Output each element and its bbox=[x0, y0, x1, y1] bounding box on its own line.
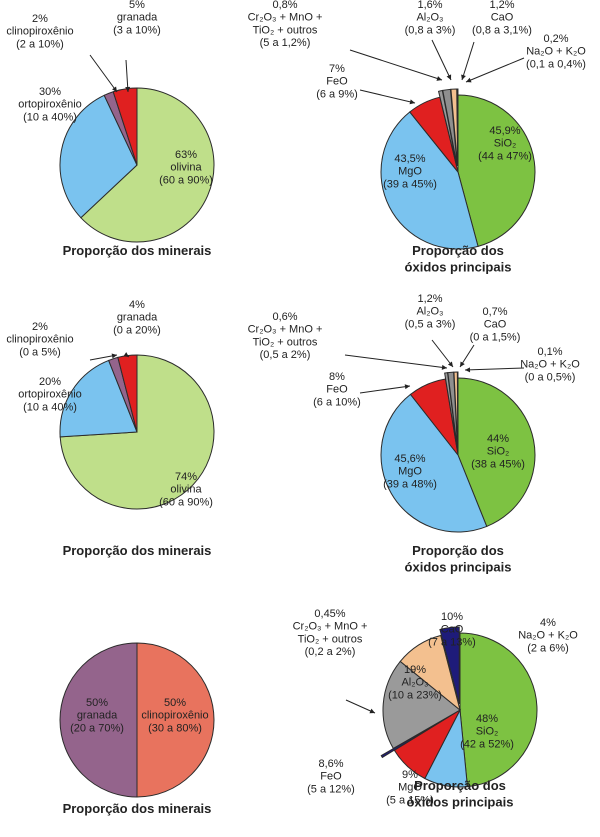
leader-arrowhead bbox=[111, 353, 117, 359]
pie-chart-6: 48% SiO₂ (42 a 52%) 9% MgO (5 a 15%) 8,6% FeO (5… bbox=[293, 608, 579, 809]
leader-arrowhead bbox=[466, 77, 472, 83]
slice-label: 44% SiO₂ (38 a 45%) bbox=[471, 433, 525, 470]
leader-arrowhead bbox=[409, 99, 415, 105]
leader-line bbox=[431, 39, 452, 81]
pie-slice bbox=[457, 377, 536, 528]
leader-line bbox=[345, 699, 376, 714]
pie-slice bbox=[112, 87, 138, 166]
leader-arrowhead bbox=[112, 86, 117, 92]
pie-slice bbox=[380, 716, 449, 759]
pie-chart-5: 50% granada (20 a 70%) 50% clinopiroxênio (30… bbox=[59, 642, 215, 816]
slice-label: 63% olivina (60 a 90%) bbox=[159, 149, 213, 186]
chart-title: Proporção dos minerais bbox=[63, 543, 212, 558]
leader-arrowhead bbox=[125, 86, 131, 92]
pie-slice bbox=[459, 632, 538, 788]
leader-arrowhead bbox=[369, 708, 375, 714]
pie-slice bbox=[439, 626, 460, 705]
slice-label: 48% SiO₂ (42 a 52%) bbox=[460, 713, 514, 750]
slice-label: 30% ortopiroxênio (10 a 40%) bbox=[18, 86, 82, 123]
slice-label: 1,2% CaO (0,8 a 3,1%) bbox=[472, 0, 532, 36]
slice-label: 4% granada (0 a 20%) bbox=[113, 299, 161, 336]
pie-slice bbox=[59, 94, 138, 219]
leader-line bbox=[431, 339, 454, 368]
slice-label: 43,5% MgO (39 a 45%) bbox=[383, 153, 437, 190]
slice-label: 0,7% CaO (0 a 1,5%) bbox=[470, 306, 521, 343]
leader-line bbox=[125, 59, 129, 93]
slice-label: 0,8% Cr₂O₃ + MnO + TiO₂ + outros (5 a 1,2%) bbox=[248, 0, 323, 49]
slice-label: 10% CaO (7 a 13%) bbox=[428, 611, 476, 648]
slice-label: 19% Al₂O₃ (10 a 23%) bbox=[388, 664, 442, 701]
leader-arrowhead bbox=[446, 74, 452, 80]
leader-arrowhead bbox=[436, 76, 442, 81]
pie-slice bbox=[399, 634, 461, 712]
slice-label: 1,6% Al₂O₃ (0,8 a 3%) bbox=[405, 0, 456, 36]
pie-chart-1: 63% olivina (60 a 90%) 30% ortopiroxênio (10 … bbox=[6, 0, 215, 258]
slice-label: 8,6% FeO (5 a 12%) bbox=[307, 758, 355, 795]
pie-slice bbox=[136, 642, 215, 798]
slice-label: 5% granada (3 a 10%) bbox=[113, 0, 161, 36]
slice-label: 0,1% Na₂O + K₂O (0 a 0,5%) bbox=[520, 346, 580, 383]
slice-label: 0,2% Na₂O + K₂O (0,1 a 0,4%) bbox=[526, 33, 586, 70]
chart-title: Proporção dos óxidos principais bbox=[405, 543, 512, 574]
leader-line bbox=[349, 49, 443, 81]
slice-label: 74% olivina (60 a 90%) bbox=[159, 471, 213, 508]
pie-slice bbox=[59, 642, 138, 798]
pie-slice bbox=[456, 88, 459, 167]
leader-arrowhead bbox=[460, 361, 465, 367]
slice-label: 7% FeO (6 a 9%) bbox=[316, 63, 358, 100]
slice-label: 45,6% MgO (39 a 48%) bbox=[383, 453, 437, 490]
slice-label: 0,45% Cr₂O₃ + MnO + TiO₂ + outros (0,2 a 2%… bbox=[293, 608, 368, 658]
slice-label: 2% clinopiroxênio (2 a 10%) bbox=[6, 13, 73, 50]
leader-arrowhead bbox=[404, 384, 410, 390]
pie-chart-2: 45,9% SiO₂ (44 a 47%) 43,5% MgO (39 a 45%) 7% F… bbox=[248, 0, 587, 274]
leader-line bbox=[464, 367, 525, 371]
leader-line bbox=[89, 54, 118, 93]
leader-line bbox=[359, 89, 416, 104]
leader-arrowhead bbox=[441, 364, 447, 370]
slice-label: 4% Na₂O + K₂O (2 a 6%) bbox=[518, 617, 578, 654]
pie-slice bbox=[382, 660, 461, 750]
leader-line bbox=[344, 354, 448, 369]
slice-label: 0,6% Cr₂O₃ + MnO + TiO₂ + outros (0,5 a 2%) bbox=[248, 311, 323, 361]
pie-slice bbox=[59, 359, 138, 438]
slice-label: 50% granada (20 a 70%) bbox=[70, 697, 124, 734]
pie-slice bbox=[380, 393, 488, 533]
pie-slice bbox=[80, 87, 215, 243]
pie-slice bbox=[457, 94, 536, 247]
leader-line bbox=[359, 385, 411, 394]
chart-title: Proporção dos óxidos principais bbox=[405, 243, 512, 274]
leader-line bbox=[465, 57, 525, 83]
chart-title: Proporção dos minerais bbox=[63, 243, 212, 258]
slice-label: 8% FeO (6 a 10%) bbox=[313, 371, 361, 408]
slice-label: 9% MgO (5 a 15%) bbox=[386, 769, 434, 806]
chart-title: Proporção dos minerais bbox=[63, 801, 212, 816]
leader-line bbox=[461, 41, 475, 81]
pie-chart-3: 74% olivina (60 a 90%) 20% ortopiroxênio (10 … bbox=[6, 299, 215, 558]
chart-title: Proporção dos óxidos principais bbox=[407, 778, 514, 809]
slice-label: 2% clinopiroxênio (0 a 5%) bbox=[6, 321, 73, 358]
leader-arrowhead bbox=[447, 361, 453, 367]
slice-label: 20% ortopiroxênio (10 a 40%) bbox=[18, 376, 82, 413]
pie-chart-4: 44% SiO₂ (38 a 45%) 45,6% MgO (39 a 48%) 8% FeO… bbox=[248, 293, 581, 574]
slice-label: 45,9% SiO₂ (44 a 47%) bbox=[478, 125, 532, 162]
pie-slice bbox=[380, 111, 479, 250]
leader-arrowhead bbox=[123, 352, 129, 357]
leader-arrowhead bbox=[461, 74, 466, 80]
pie-slice bbox=[442, 88, 458, 167]
leader-arrowhead bbox=[465, 367, 471, 373]
slice-label: 1,2% Al₂O₃ (0,5 a 3%) bbox=[405, 293, 456, 330]
slice-label: 50% clinopiroxênio (30 a 80%) bbox=[141, 697, 208, 734]
